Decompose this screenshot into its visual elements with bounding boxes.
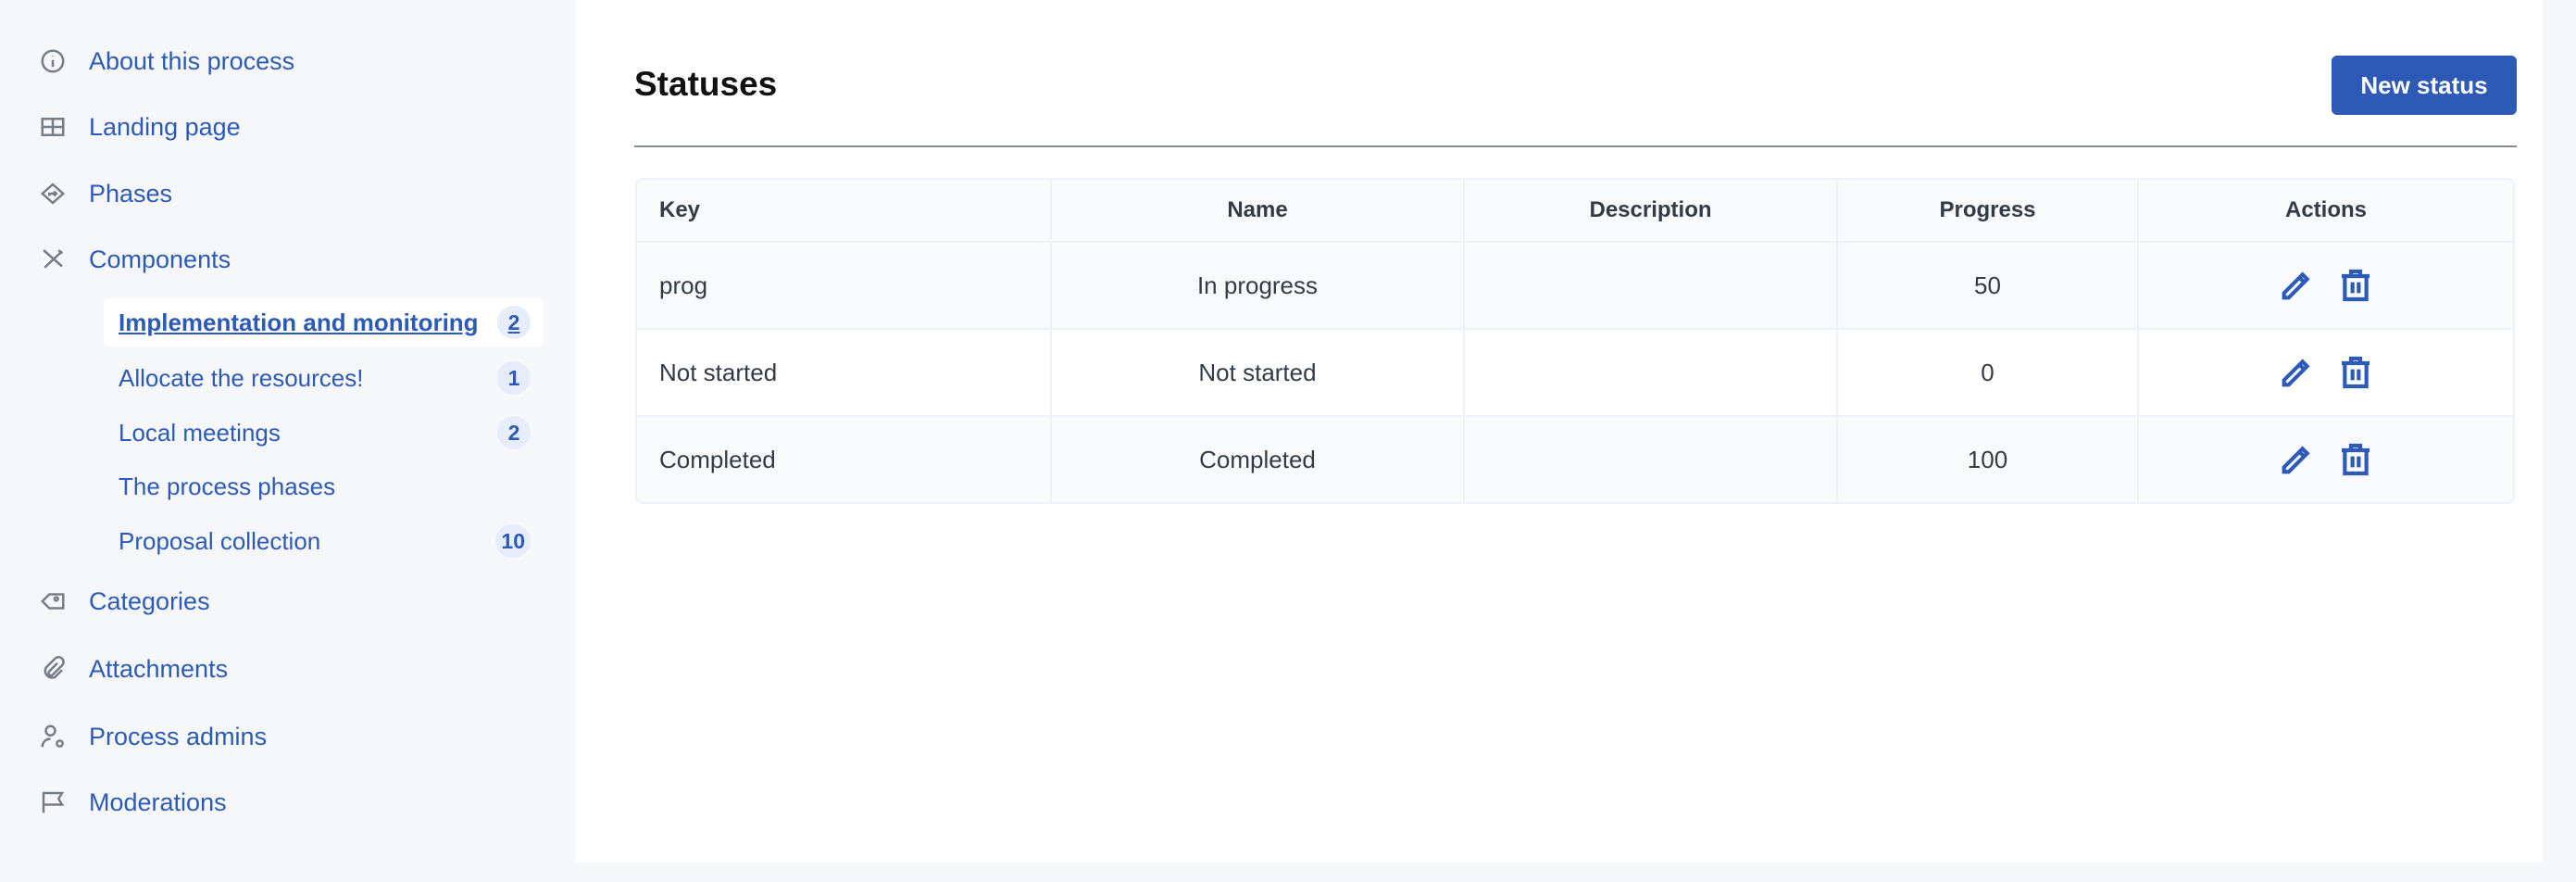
component-allocate-the-resources[interactable]: Allocate the resources! 1 (104, 354, 544, 402)
edit-pencil-icon[interactable] (2278, 267, 2315, 304)
cell-key: Not started (659, 358, 778, 386)
user-settings-icon (39, 723, 67, 750)
layout-icon (39, 113, 67, 141)
sidebar-item-label: Landing page (89, 112, 241, 141)
table-row: prog In progress 50 (637, 241, 2513, 328)
sidebar-item-landing-page[interactable]: Landing page (39, 108, 241, 145)
sidebar-item-label: Moderations (89, 788, 227, 816)
edit-pencil-icon[interactable] (2278, 354, 2315, 391)
flag-icon (39, 788, 67, 816)
sidebar: About this process Landing page Phases C… (0, 0, 575, 882)
component-label: Local meetings (119, 418, 281, 447)
statuses-table: Key Name Description Progress Actions pr… (635, 178, 2515, 504)
sidebar-item-label: Attachments (89, 654, 229, 683)
cell-key: Completed (659, 445, 776, 473)
page-title: Statuses (634, 65, 778, 103)
sidebar-item-label: Components (89, 245, 231, 273)
count-badge: 1 (497, 361, 531, 395)
info-icon (39, 47, 67, 75)
table-row: Not started Not started 0 (637, 328, 2513, 415)
header-name: Name (1050, 180, 1463, 241)
component-label: Allocate the resources! (119, 363, 364, 392)
header-key: Key (659, 197, 701, 222)
sidebar-item-label: About this process (89, 46, 295, 75)
cell-progress: 50 (1836, 243, 2137, 328)
cell-actions (2137, 330, 2513, 415)
component-implementation-and-monitoring[interactable]: Implementation and monitoring 2 (104, 298, 544, 346)
new-status-button[interactable]: New status (2332, 56, 2517, 115)
cell-description (1463, 243, 1836, 328)
header-progress: Progress (1836, 180, 2137, 241)
tools-icon (39, 246, 67, 273)
delete-trash-icon[interactable] (2337, 441, 2374, 478)
sidebar-item-label: Categories (89, 586, 210, 615)
cell-description (1463, 417, 1836, 502)
sidebar-item-categories[interactable]: Categories (39, 583, 210, 620)
cell-name: Completed (1050, 417, 1463, 502)
sidebar-item-components[interactable]: Components (39, 241, 231, 278)
main-content: Statuses New status Key Name Description… (575, 0, 2543, 863)
component-the-process-phases[interactable]: The process phases (104, 462, 544, 510)
paperclip-icon (39, 655, 67, 683)
count-badge: 2 (497, 306, 531, 339)
count-badge: 10 (495, 524, 531, 558)
divider (634, 145, 2517, 147)
component-label: Proposal collection (119, 526, 321, 555)
cell-actions (2137, 243, 2513, 328)
table-header: Key Name Description Progress Actions (637, 180, 2513, 241)
component-local-meetings[interactable]: Local meetings 2 (104, 409, 544, 457)
sidebar-item-about[interactable]: About this process (39, 43, 294, 80)
component-label: Implementation and monitoring (119, 308, 479, 336)
sidebar-item-moderations[interactable]: Moderations (39, 784, 227, 821)
sidebar-item-label: Process admins (89, 722, 268, 750)
component-label: The process phases (119, 472, 336, 500)
cell-progress: 0 (1836, 330, 2137, 415)
cell-name: Not started (1050, 330, 1463, 415)
sidebar-item-attachments[interactable]: Attachments (39, 650, 228, 687)
sidebar-item-label: Phases (89, 179, 173, 208)
cell-key: prog (659, 271, 708, 299)
count-badge: 2 (497, 416, 531, 449)
direction-sign-icon (39, 180, 67, 208)
sidebar-item-phases[interactable]: Phases (39, 175, 172, 212)
header-description: Description (1463, 180, 1836, 241)
tag-icon (39, 587, 67, 615)
cell-description (1463, 330, 1836, 415)
table-row: Completed Completed 100 (637, 415, 2513, 502)
cell-progress: 100 (1836, 417, 2137, 502)
sidebar-item-process-admins[interactable]: Process admins (39, 718, 267, 755)
delete-trash-icon[interactable] (2337, 267, 2374, 304)
cell-actions (2137, 417, 2513, 502)
component-proposal-collection[interactable]: Proposal collection 10 (104, 517, 544, 565)
header-actions: Actions (2137, 180, 2513, 241)
cell-name: In progress (1050, 243, 1463, 328)
delete-trash-icon[interactable] (2337, 354, 2374, 391)
edit-pencil-icon[interactable] (2278, 441, 2315, 478)
